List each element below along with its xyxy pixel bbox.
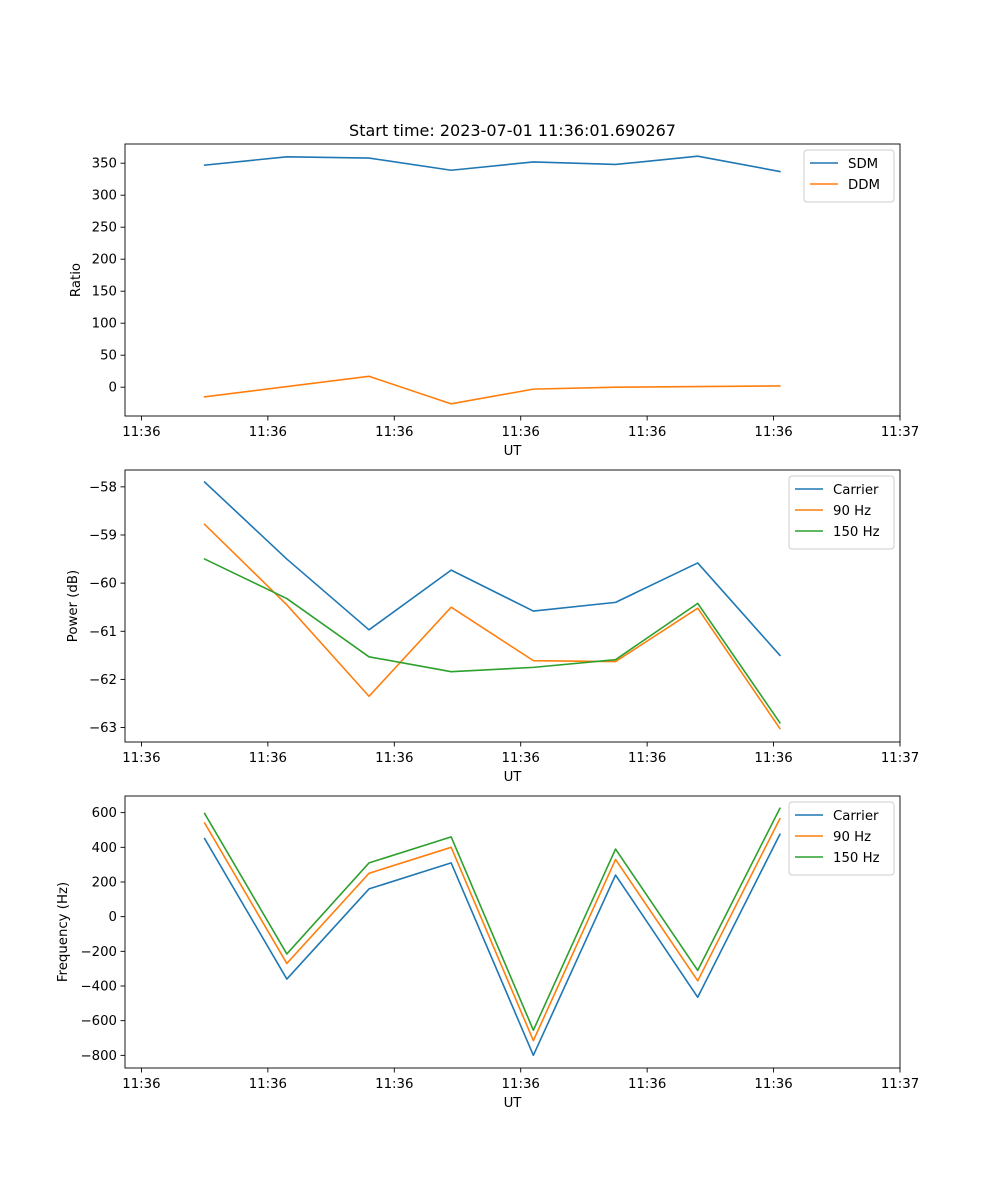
- x-tick-label: 11:37: [881, 1077, 919, 1092]
- chart-panel-1: Start time: 2023-07-01 11:36:01.690267 11…: [69, 121, 919, 459]
- y-tick-label: 250: [92, 221, 117, 236]
- x-tick-label: 11:36: [628, 751, 666, 766]
- series-line-150-hz: [203, 807, 781, 1032]
- legend-label: Carrier: [833, 809, 879, 824]
- y-tick-label: −61: [89, 625, 117, 640]
- legend-label: DDM: [848, 178, 880, 193]
- x-tick-label: 11:36: [754, 425, 792, 440]
- series-line-90-hz: [203, 817, 781, 1042]
- series-line-150-hz: [203, 557, 782, 724]
- chart-title: Start time: 2023-07-01 11:36:01.690267: [349, 121, 676, 140]
- legend-label: 150 Hz: [833, 851, 880, 866]
- x-axis-label: UT: [504, 770, 523, 785]
- y-tick-label: 300: [92, 189, 117, 204]
- y-tick-label: −400: [80, 980, 117, 995]
- y-tick-label: 0: [109, 381, 117, 396]
- x-tick-label: 11:36: [754, 751, 792, 766]
- x-tick-label: 11:36: [375, 751, 413, 766]
- x-tick-label: 11:36: [754, 1077, 792, 1092]
- y-tick-label: −200: [80, 945, 117, 960]
- y-tick-label: 150: [92, 285, 117, 300]
- x-axis-label: UT: [504, 1096, 523, 1111]
- y-axis-label: Ratio: [69, 263, 84, 297]
- x-tick-label: 11:36: [122, 425, 160, 440]
- axes-frame: [124, 143, 901, 417]
- series-line-carrier: [203, 480, 782, 657]
- x-tick-label: 11:36: [122, 1077, 160, 1092]
- y-tick-label: −59: [89, 528, 117, 543]
- legend-label: 90 Hz: [833, 830, 871, 845]
- axes-frame: [124, 469, 901, 743]
- series-lines: [203, 155, 781, 405]
- legend-label: 150 Hz: [833, 525, 880, 540]
- x-tick-label: 11:36: [502, 1077, 540, 1092]
- x-tick-label: 11:36: [375, 1077, 413, 1092]
- x-tick-label: 11:36: [628, 425, 666, 440]
- y-tick-label: −800: [80, 1049, 117, 1064]
- series-line-sdm: [203, 155, 781, 173]
- x-tick-label: 11:36: [249, 751, 287, 766]
- y-tick-label: 600: [92, 806, 117, 821]
- y-tick-label: −60: [89, 577, 117, 592]
- series-lines: [203, 807, 781, 1057]
- x-tick-label: 11:36: [502, 425, 540, 440]
- x-axis-label: UT: [504, 444, 523, 459]
- legend: Carrier 90 Hz 150 Hz: [788, 801, 895, 876]
- legend: SDM DDM: [803, 149, 895, 203]
- axes-frame: [124, 795, 901, 1069]
- series-line-ddm: [203, 375, 781, 405]
- series-line-carrier: [203, 833, 781, 1057]
- y-tick-label: 50: [100, 349, 117, 364]
- y-tick-label: −63: [89, 721, 117, 736]
- y-tick-label: 200: [92, 253, 117, 268]
- series-lines: [203, 480, 782, 730]
- y-tick-label: 400: [92, 841, 117, 856]
- x-tick-label: 11:36: [249, 425, 287, 440]
- x-tick-label: 11:37: [881, 425, 919, 440]
- chart-panel-3: 11:36 11:36 11:36 11:36 11:36 11:36 11:37 −800 −…: [56, 795, 919, 1111]
- chart-panel-2: 11:36 11:36 11:36 11:36 11:36 11:36 11:37 −63 −6…: [66, 469, 919, 785]
- y-axis-label: Power (dB): [66, 570, 81, 642]
- y-axis-label: Frequency (Hz): [56, 882, 71, 982]
- y-tick-label: 350: [92, 157, 117, 172]
- x-tick-label: 11:36: [375, 425, 413, 440]
- x-tick-label: 11:36: [249, 1077, 287, 1092]
- legend: Carrier 90 Hz 150 Hz: [788, 475, 895, 550]
- legend-label: 90 Hz: [833, 504, 871, 519]
- y-tick-label: 100: [92, 317, 117, 332]
- x-tick-label: 11:37: [881, 751, 919, 766]
- x-tick-label: 11:36: [122, 751, 160, 766]
- y-tick-label: −600: [80, 1014, 117, 1029]
- y-tick-label: −58: [89, 480, 117, 495]
- series-line-90-hz: [203, 523, 782, 730]
- legend-label: SDM: [848, 157, 878, 172]
- x-tick-label: 11:36: [502, 751, 540, 766]
- x-tick-label: 11:36: [628, 1077, 666, 1092]
- legend-label: Carrier: [833, 483, 879, 498]
- y-tick-label: 0: [109, 910, 117, 925]
- y-tick-label: 200: [92, 875, 117, 890]
- y-tick-label: −62: [89, 673, 117, 688]
